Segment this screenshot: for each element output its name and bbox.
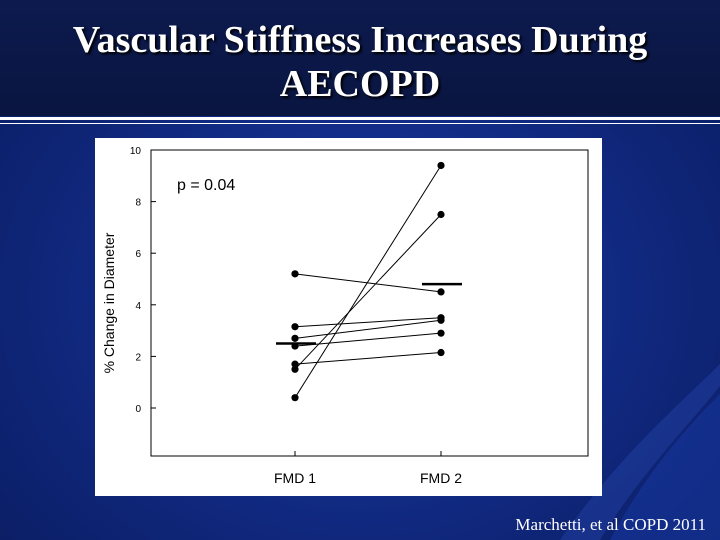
series-group (291, 161, 445, 402)
slide-title-line-1: Vascular Stiffness Increases During (72, 19, 648, 61)
title-rule (0, 117, 720, 120)
series-line-subject-6 (294, 332, 442, 347)
title-bar (0, 0, 720, 116)
data-point-subject-7 (437, 348, 445, 357)
citation: Marchetti, et al COPD 2011 (515, 515, 706, 534)
series-line-subject-3 (294, 273, 442, 293)
series-line-subject-4 (294, 317, 442, 328)
slide-title: Vascular Stiffness Increases During AECO… (0, 18, 720, 106)
data-point-subject-3 (437, 288, 445, 296)
data-point-subject-5 (291, 334, 299, 342)
chart-panel: 0 2 4 6 8 10 FMD 1 FMD 2 p = 0.04 % Change in … (95, 138, 602, 496)
series-line-subject-7 (294, 352, 442, 365)
data-point-subject-1 (291, 394, 299, 402)
x-tick-label: FMD 2 (420, 470, 462, 486)
data-point-subject-6 (437, 329, 445, 337)
plot-area (150, 149, 589, 457)
p-value-annotation: p = 0.04 (177, 177, 235, 194)
data-point-subject-7 (291, 360, 299, 368)
data-point-subject-5 (437, 316, 445, 324)
y-tick-label: 6 (135, 249, 141, 260)
slide-title-line-2: AECOPD (279, 63, 441, 105)
title-rule-thin (0, 123, 720, 124)
mean-bars (276, 282, 462, 345)
y-tick-label: 8 (135, 198, 141, 209)
y-tick-label: 0 (135, 404, 141, 415)
series-line-subject-1 (294, 165, 442, 398)
background-swoosh (560, 364, 720, 540)
x-tick-label: FMD 1 (274, 470, 316, 486)
y-tick-label: 2 (135, 352, 141, 363)
x-axis: FMD 1 FMD 2 (274, 451, 462, 486)
data-point-subject-2 (291, 365, 299, 373)
data-point-subject-1 (437, 161, 445, 170)
series-line-subject-5 (294, 319, 442, 339)
data-point-subject-4 (291, 323, 299, 331)
y-tick-label: 4 (135, 301, 141, 312)
data-point-subject-2 (437, 210, 445, 219)
fmd-chart: 0 2 4 6 8 10 FMD 1 FMD 2 p = 0.04 % Change in … (101, 146, 589, 486)
y-tick-label: 10 (130, 146, 142, 157)
y-axis-label: % Change in Diameter (101, 232, 117, 373)
data-point-subject-3 (291, 270, 299, 278)
y-axis: 0 2 4 6 8 10 (130, 146, 156, 415)
